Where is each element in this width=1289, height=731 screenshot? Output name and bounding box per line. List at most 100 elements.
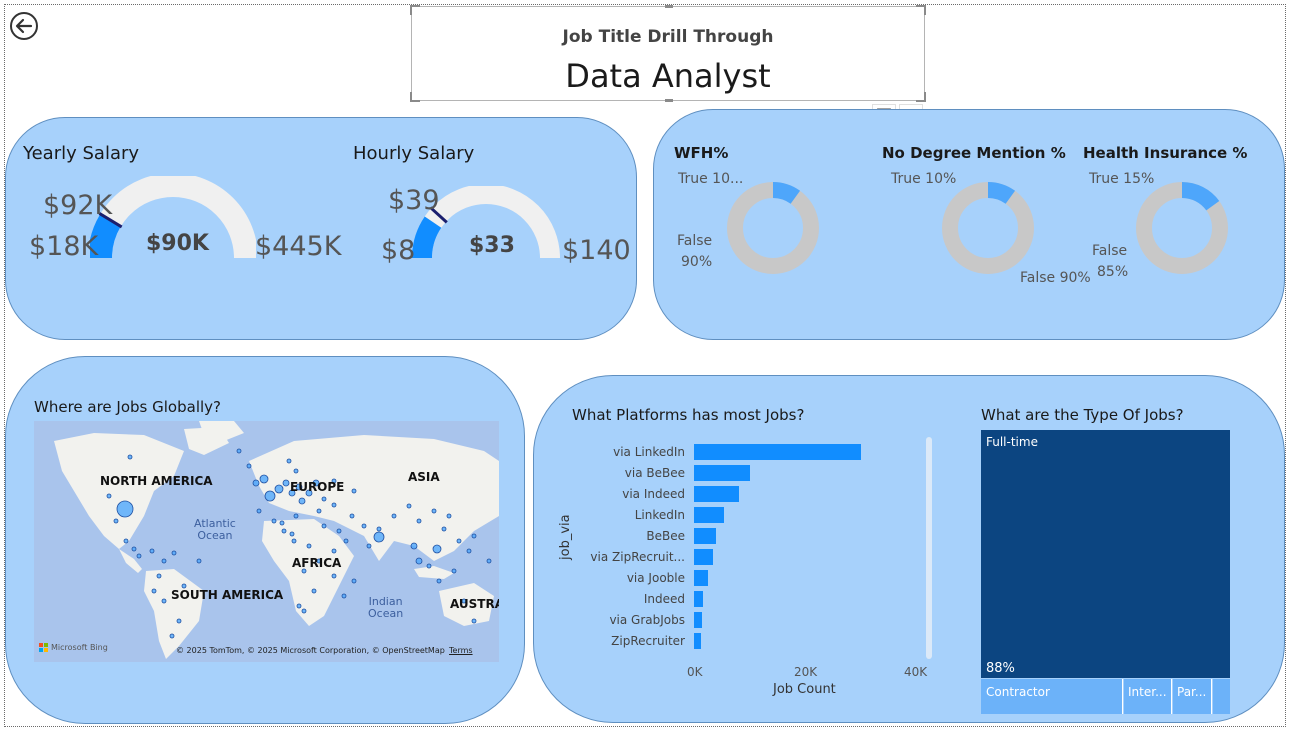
job-location-bubble[interactable] [259,474,269,484]
job-location-bubble[interactable] [246,463,252,469]
job-location-bubble[interactable] [316,508,322,514]
job-location-bubble[interactable] [171,550,177,556]
job-location-bubble[interactable] [331,502,337,508]
job-location-bubble[interactable] [136,553,142,559]
job-location-bubble[interactable] [341,593,347,599]
treemap-tile-internship[interactable]: Inter... [1124,679,1172,714]
job-location-bubble[interactable] [373,531,385,543]
bar[interactable] [694,549,713,565]
job-location-bubble[interactable] [151,588,157,594]
job-location-bubble[interactable] [416,518,422,524]
job-location-bubble[interactable] [431,508,437,514]
chart-scrollbar[interactable] [926,437,932,659]
job-types-treemap[interactable]: Full-time 88% Contractor Inter... Par... [981,430,1231,714]
job-location-bubble[interactable] [131,546,137,552]
job-location-bubble[interactable] [161,558,167,564]
job-location-bubble[interactable] [361,523,367,529]
job-location-bubble[interactable] [181,583,187,589]
hourly-salary-gauge[interactable] [411,186,561,266]
treemap-tile-full-time[interactable]: Full-time 88% [981,430,1230,678]
job-location-bubble[interactable] [271,518,277,524]
bar[interactable] [694,570,708,586]
selection-handle[interactable] [665,5,673,8]
job-location-bubble[interactable] [391,513,397,519]
job-location-bubble[interactable] [176,618,182,624]
job-location-bubble[interactable] [466,548,472,554]
job-location-bubble[interactable] [349,513,355,519]
job-location-bubble[interactable] [336,528,342,534]
no-degree-donut[interactable] [940,180,1036,276]
job-location-bubble[interactable] [471,533,477,539]
job-location-bubble[interactable] [321,523,327,529]
job-location-bubble[interactable] [196,558,202,564]
treemap-tile-contractor[interactable]: Contractor [981,679,1123,714]
job-location-bubble[interactable] [456,538,462,544]
job-location-bubble[interactable] [376,526,382,532]
job-location-bubble[interactable] [252,479,260,487]
bar[interactable] [694,633,701,649]
treemap-tile-part-time[interactable]: Par... [1173,679,1212,714]
job-location-bubble[interactable] [436,578,442,584]
job-location-bubble[interactable] [116,500,134,518]
job-location-bubble[interactable] [291,538,297,544]
job-location-bubble[interactable] [289,531,295,537]
job-location-bubble[interactable] [256,508,262,514]
jobs-world-map[interactable]: NORTH AMERICA EUROPE ASIA AFRICA SOUTH A… [34,421,499,662]
title-card[interactable]: Job Title Drill Through Data Analyst [410,5,926,102]
bar[interactable] [694,528,716,544]
back-arrow-icon[interactable] [9,11,39,41]
job-location-bubble[interactable] [288,489,296,497]
job-location-bubbles[interactable] [34,421,499,662]
job-location-bubble[interactable] [441,526,447,532]
job-location-bubble[interactable] [486,558,492,564]
job-location-bubble[interactable] [312,479,320,487]
job-location-bubble[interactable] [106,493,112,499]
map-terms-link[interactable]: Terms [449,646,473,655]
job-location-bubble[interactable] [161,598,167,604]
job-location-bubble[interactable] [236,448,242,454]
job-location-bubble[interactable] [366,543,372,549]
job-location-bubble[interactable] [301,568,307,574]
job-location-bubble[interactable] [296,603,302,609]
selection-handle[interactable] [665,99,673,102]
job-location-bubble[interactable] [298,497,306,505]
job-location-bubble[interactable] [415,557,423,565]
job-location-bubble[interactable] [274,484,284,494]
job-location-bubble[interactable] [293,513,299,519]
bar[interactable] [694,486,740,502]
job-location-bubble[interactable] [321,496,327,502]
job-location-bubble[interactable] [295,483,303,491]
job-location-bubble[interactable] [149,548,155,554]
job-location-bubble[interactable] [406,503,412,509]
job-location-bubble[interactable] [306,543,312,549]
job-location-bubble[interactable] [446,513,452,519]
job-location-bubble[interactable] [127,454,133,460]
job-location-bubble[interactable] [471,618,477,624]
job-location-bubble[interactable] [410,542,418,550]
job-location-bubble[interactable] [281,528,287,534]
job-location-bubble[interactable] [331,573,337,579]
job-location-bubble[interactable] [343,538,349,544]
health-insurance-donut[interactable] [1134,180,1230,276]
map-attribution[interactable]: © 2025 TomTom, © 2025 Microsoft Corporat… [176,646,445,655]
job-location-bubble[interactable] [351,488,357,494]
job-location-bubble[interactable] [123,538,129,544]
job-location-bubble[interactable] [286,458,292,464]
job-location-bubble[interactable] [331,548,337,554]
job-location-bubble[interactable] [293,468,299,474]
job-location-bubble[interactable] [316,558,322,564]
job-location-bubble[interactable] [264,490,276,502]
job-location-bubble[interactable] [331,478,337,484]
job-location-bubble[interactable] [351,578,357,584]
wfh-donut[interactable] [725,180,821,276]
treemap-tile-other[interactable] [1213,679,1230,714]
bar[interactable] [694,591,703,607]
job-location-bubble[interactable] [305,489,313,497]
bar[interactable] [694,612,703,628]
job-location-bubble[interactable] [426,563,432,569]
bar[interactable] [694,465,750,481]
job-location-bubble[interactable] [461,598,467,604]
job-location-bubble[interactable] [156,573,162,579]
job-location-bubble[interactable] [432,544,442,554]
yearly-salary-gauge[interactable] [90,176,256,266]
